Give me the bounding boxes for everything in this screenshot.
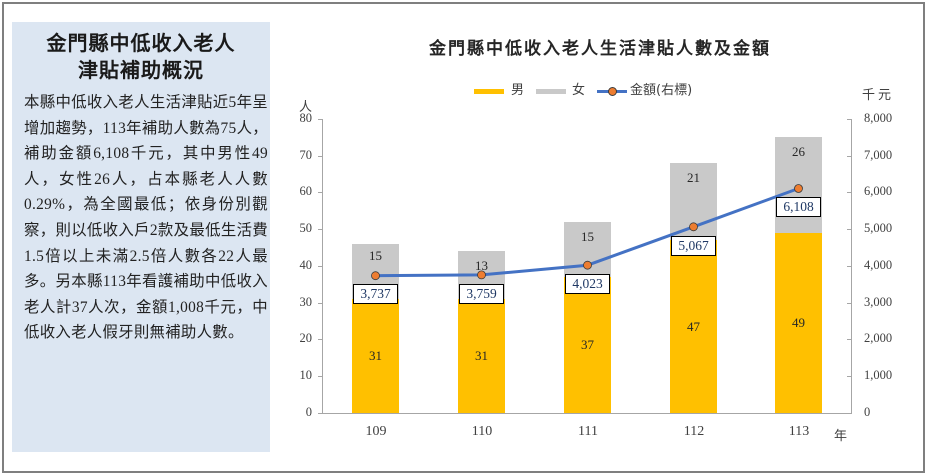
bar-male: [775, 233, 822, 413]
left-tick-label: 10: [299, 368, 313, 382]
bar-label-female: 21: [687, 170, 700, 185]
x-tick-label: 110: [471, 424, 493, 439]
left-tick-label: 0: [305, 405, 312, 419]
bar-male: [458, 299, 505, 413]
right-tick-label: 7,000: [864, 148, 893, 162]
left-tick-label: 40: [299, 258, 313, 272]
left-tick-label: 60: [299, 184, 313, 198]
right-tick-label: 3,000: [864, 295, 893, 309]
bar-male: [564, 277, 611, 413]
left-tick-label: 20: [299, 331, 313, 345]
bar-label-female: 15: [581, 229, 594, 244]
bar-male: [352, 299, 399, 413]
bar-label-female: 13: [475, 258, 488, 273]
bar-label-male: 31: [475, 348, 488, 363]
summary-panel: 金門縣中低收入老人 津貼補助概況 本縣中低收入老人生活津貼近5年呈增加趨勢，11…: [12, 22, 270, 452]
left-tick-label: 30: [299, 295, 313, 309]
panel-title-line2: 津貼補助概況: [78, 58, 204, 82]
bar-label-female: 26: [792, 144, 805, 159]
right-tick-label: 6,000: [864, 184, 893, 198]
left-tick-label: 80: [299, 111, 313, 125]
chart-title: 金門縣中低收入老人生活津貼人數及金額: [429, 39, 771, 59]
panel-title: 金門縣中低收入老人 津貼補助概況: [12, 30, 270, 84]
right-tick-label: 1,000: [864, 368, 893, 382]
x-tick-label: 111: [578, 424, 598, 439]
right-tick-label: 2,000: [864, 331, 893, 345]
left-tick-label: 50: [299, 221, 313, 235]
legend-marker-icon: [608, 87, 617, 96]
amount-label: 5,067: [671, 236, 716, 256]
amount-label: 3,737: [353, 284, 398, 304]
bar-label-male: 31: [369, 348, 382, 363]
x-tick-label: 109: [365, 424, 387, 439]
left-tick-label: 70: [299, 148, 313, 162]
bar-label-male: 37: [581, 337, 594, 352]
bar-label-male: 47: [687, 319, 700, 334]
legend-label-male: 男: [511, 83, 525, 98]
x-axis-unit: 年: [834, 429, 848, 444]
bar-label-female: 15: [369, 248, 382, 263]
legend-label-female: 女: [572, 83, 586, 98]
right-axis-unit: 千元: [862, 88, 895, 103]
amount-label: 3,759: [459, 284, 504, 304]
legend-label-amount: 金額(右標): [630, 83, 693, 98]
amount-label: 6,108: [776, 197, 821, 217]
x-axis-line: [322, 413, 852, 414]
right-tick-label: 0: [864, 405, 871, 419]
left-axis-unit: 人: [299, 100, 313, 115]
amount-label: 4,023: [565, 274, 610, 294]
x-tick-label: 113: [788, 424, 810, 439]
panel-body-text: 本縣中低收入老人生活津貼近5年呈增加趨勢，113年補助人數為75人，補助金額6,…: [24, 94, 268, 342]
bar-male: [670, 240, 717, 413]
right-tick-label: 8,000: [864, 111, 893, 125]
right-tick-label: 5,000: [864, 221, 893, 235]
right-tick-label: 4,000: [864, 258, 893, 272]
x-tick-label: 112: [683, 424, 705, 439]
panel-title-line1: 金門縣中低收入老人: [46, 31, 236, 55]
bar-label-male: 49: [792, 315, 805, 330]
legend-swatch-male: [474, 89, 504, 94]
legend-swatch-female: [536, 89, 566, 94]
